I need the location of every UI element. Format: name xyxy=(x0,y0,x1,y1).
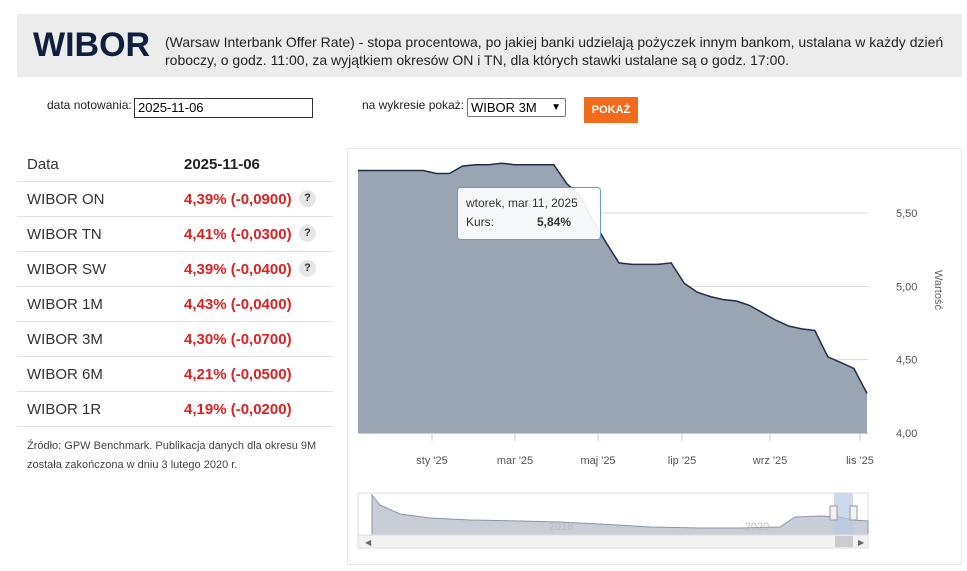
tooltip-box xyxy=(457,187,601,240)
line xyxy=(358,162,868,394)
source-line: Źródło: GPW Benchmark. Publikacja danych… xyxy=(27,440,317,452)
table-cell: 4,21% (-0,0500) xyxy=(184,366,292,383)
date-label: data notowania: xyxy=(47,98,132,112)
table-row: WIBOR SW 4,39% (-0,0400)? xyxy=(17,252,333,287)
y-axis-label: Wartość xyxy=(932,270,944,310)
navigator-handle[interactable] xyxy=(849,505,858,521)
area xyxy=(358,163,867,433)
navigator-label: 2018 xyxy=(549,521,573,533)
table-cell: WIBOR 1M xyxy=(27,296,103,313)
rates-table: Data 2025-11-06 WIBOR ON 4,39% (-0,0900)? WI… xyxy=(17,147,333,427)
table-row: WIBOR 3M 4,30% (-0,0700) xyxy=(17,322,333,357)
x-tick-label: maj '25 xyxy=(580,455,615,467)
table-row: WIBOR 6M 4,21% (-0,0500) xyxy=(17,357,333,392)
navigator-area xyxy=(371,493,869,536)
table-cell: WIBOR 3M xyxy=(27,331,103,348)
help-icon[interactable]: ? xyxy=(299,225,316,242)
table-cell: WIBOR 1R xyxy=(27,401,102,418)
logo: WIBOR xyxy=(33,26,151,64)
plot: 4,00 4,50 5,00 5,50 sty '25 mar '25 maj '25 lip… xyxy=(358,162,917,467)
chart-label: na wykresie pokaż: xyxy=(362,98,465,112)
table-cell: 4,19% (-0,0200) xyxy=(184,401,292,418)
description-line: roboczy, o godz. 11:00, za wyjątkiem okr… xyxy=(165,52,790,68)
y-tick-label: 4,50 xyxy=(896,355,917,367)
scrollbar-thumb[interactable] xyxy=(835,536,853,547)
help-icon[interactable]: ? xyxy=(299,260,316,277)
x-tick-label: wrz '25 xyxy=(752,455,788,467)
table-cell: 4,39% (-0,0900) xyxy=(184,191,292,208)
header-cell: Data xyxy=(27,156,59,173)
navigator-window[interactable] xyxy=(834,493,853,535)
scroll-left[interactable]: ◀ xyxy=(365,538,372,547)
overlay: wtorek, mar 11, 2025 Kurs: 5,84% xyxy=(457,187,601,240)
description: (Warsaw Interbank Offer Rate) - stopa pr… xyxy=(165,33,943,69)
description-line: (Warsaw Interbank Offer Rate) - stopa pr… xyxy=(165,34,944,50)
table-cell: WIBOR TN xyxy=(27,226,102,243)
source-note: Źródło: GPW Benchmark. Publikacja danych… xyxy=(27,437,316,475)
table-cell: WIBOR SW xyxy=(27,261,107,278)
tooltip-value: 5,84% xyxy=(537,215,571,229)
table-cell: 4,30% (-0,0700) xyxy=(184,331,292,348)
tooltip-date: wtorek, mar 11, 2025 xyxy=(465,196,578,210)
source-line: została zakończona w dniu 3 lutego 2020 … xyxy=(27,459,238,471)
y-tick-label: 4,00 xyxy=(896,428,917,440)
table-cell: 4,41% (-0,0300) xyxy=(184,226,292,243)
x-tick-label: mar '25 xyxy=(497,455,533,467)
table-row: WIBOR TN 4,41% (-0,0300)? xyxy=(17,217,333,252)
table-row: WIBOR 1R 4,19% (-0,0200) xyxy=(17,392,333,427)
x-tick-label: sty '25 xyxy=(416,455,447,467)
select-arrow: ▼ xyxy=(551,102,561,113)
date-input[interactable]: 2025-11-06 xyxy=(134,98,313,118)
show-button[interactable]: POKAŻ xyxy=(584,97,638,123)
banner: WIBOR (Warsaw Interbank Offer Rate) - st… xyxy=(17,14,962,77)
table-row: WIBOR ON 4,39% (-0,0900)? xyxy=(17,182,333,217)
table-cell: WIBOR 6M xyxy=(27,366,103,383)
y-tick-label: 5,00 xyxy=(896,281,917,293)
table-cell: 4,39% (-0,0400) xyxy=(184,261,292,278)
scroll-right[interactable]: ▶ xyxy=(858,538,865,547)
chart-frame xyxy=(347,148,962,565)
x-tick-label: lip '25 xyxy=(668,455,696,467)
series-select[interactable]: WIBOR 3M ▼ xyxy=(467,98,566,117)
table-header: Data 2025-11-06 xyxy=(17,147,333,182)
tooltip-label: Kurs: xyxy=(466,215,494,229)
navigator-handle[interactable] xyxy=(829,505,838,521)
help-icon[interactable]: ? xyxy=(299,190,316,207)
select-value: WIBOR 3M xyxy=(471,100,537,115)
x-tick-label: lis '25 xyxy=(846,455,874,467)
table-cell: WIBOR ON xyxy=(27,191,105,208)
table-row: WIBOR 1M 4,43% (-0,0400) xyxy=(17,287,333,322)
table-cell: 4,43% (-0,0400) xyxy=(184,296,292,313)
navigator-label: 2020 xyxy=(745,521,769,533)
header-cell: 2025-11-06 xyxy=(184,156,260,173)
scrollbar[interactable] xyxy=(357,534,869,549)
y-tick-label: 5,50 xyxy=(896,208,917,220)
